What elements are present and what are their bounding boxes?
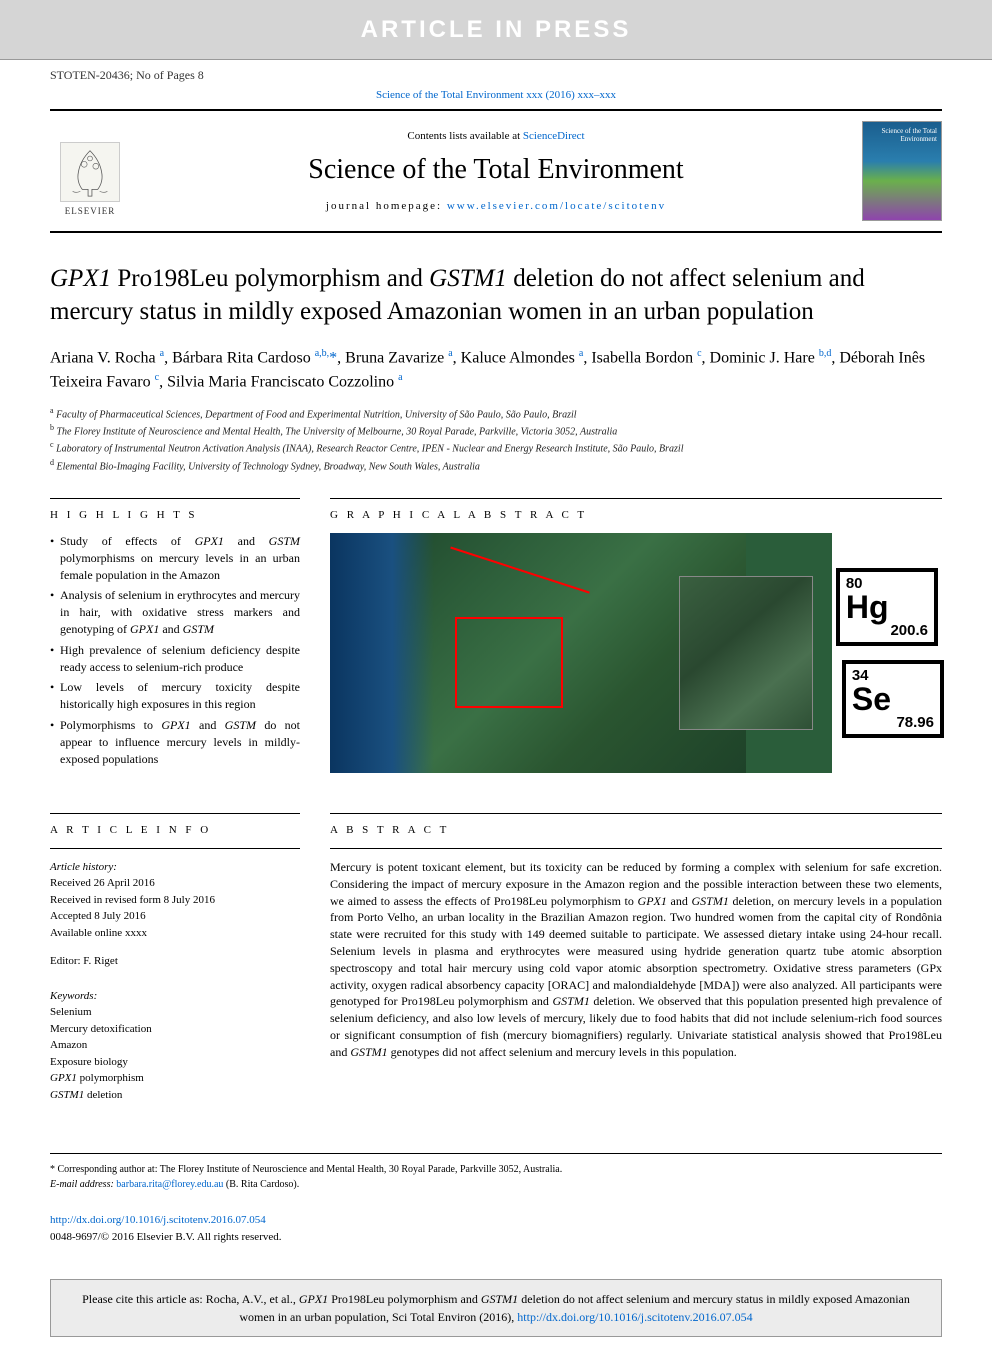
- citation-box: Please cite this article as: Rocha, A.V.…: [50, 1279, 942, 1337]
- journal-header: ELSEVIER Contents lists available at Sci…: [50, 109, 942, 233]
- journal-issue-anchor[interactable]: Science of the Total Environment xxx (20…: [376, 89, 616, 101]
- ga-red-arrow: [450, 547, 589, 594]
- list-item: Analysis of selenium in erythrocytes and…: [50, 587, 300, 637]
- email-label: E-mail address:: [50, 1179, 114, 1190]
- ga-element-tiles: 80 Hg 200.6 34 Se 78.96: [832, 533, 942, 773]
- graphical-abstract-image: 80 Hg 200.6 34 Se 78.96: [330, 533, 942, 773]
- elsevier-label: ELSEVIER: [65, 206, 116, 216]
- homepage-link[interactable]: www.elsevier.com/locate/scitotenv: [447, 200, 666, 212]
- cite-doi-link[interactable]: http://dx.doi.org/10.1016/j.scitotenv.20…: [517, 1310, 752, 1324]
- hg-mass: 200.6: [846, 623, 928, 638]
- elsevier-logo: ELSEVIER: [50, 126, 130, 216]
- hg-element-tile: 80 Hg 200.6: [836, 568, 938, 646]
- graphical-abstract-label: G R A P H I C A L A B S T R A C T: [330, 498, 942, 521]
- abstract-text: Mercury is potent toxicant element, but …: [330, 848, 942, 1061]
- homepage-line: journal homepage: www.elsevier.com/locat…: [130, 200, 862, 212]
- journal-cover-thumbnail: Science of the Total Environment: [862, 121, 942, 221]
- list-item: Low levels of mercury toxicity despite h…: [50, 679, 300, 713]
- doi-block: http://dx.doi.org/10.1016/j.scitotenv.20…: [50, 1212, 942, 1245]
- article-reference: STOTEN-20436; No of Pages 8: [0, 60, 992, 85]
- doi-link[interactable]: http://dx.doi.org/10.1016/j.scitotenv.20…: [50, 1214, 266, 1226]
- email-link[interactable]: barbara.rita@florey.edu.au: [116, 1179, 223, 1190]
- contents-line: Contents lists available at ScienceDirec…: [130, 130, 862, 142]
- affiliations: a Faculty of Pharmaceutical Sciences, De…: [50, 405, 942, 474]
- cover-thumb-text: Science of the Total Environment: [863, 128, 937, 143]
- article-history: Received 26 April 2016Received in revise…: [50, 875, 300, 941]
- abstract-label: A B S T R A C T: [330, 813, 942, 836]
- list-item: Study of effects of GPX1 and GSTM polymo…: [50, 533, 300, 583]
- authors: Ariana V. Rocha a, Bárbara Rita Cardoso …: [50, 346, 942, 395]
- article-title: GPX1 Pro198Leu polymorphism and GSTM1 de…: [50, 263, 942, 328]
- ga-zoom-inset: [679, 576, 814, 730]
- keywords-label: Keywords:: [50, 988, 300, 1005]
- keywords-list: SeleniumMercury detoxificationAmazonExpo…: [50, 1004, 300, 1103]
- highlights-list: Study of effects of GPX1 and GSTM polymo…: [50, 533, 300, 767]
- footer-notes: * Corresponding author at: The Florey In…: [50, 1153, 942, 1245]
- ga-red-box: [455, 617, 563, 708]
- email-line: E-mail address: barbara.rita@florey.edu.…: [50, 1177, 942, 1192]
- list-item: Polymorphisms to GPX1 and GSTM do not ap…: [50, 717, 300, 767]
- journal-issue-link: Science of the Total Environment xxx (20…: [0, 85, 992, 109]
- hg-symbol: Hg: [846, 591, 928, 623]
- se-element-tile: 34 Se 78.96: [842, 660, 944, 738]
- banner-text: ARTICLE IN PRESS: [361, 16, 632, 44]
- elsevier-tree-icon: [60, 142, 120, 202]
- list-item: High prevalence of selenium deficiency d…: [50, 642, 300, 676]
- article-history-label: Article history:: [50, 859, 300, 876]
- email-name: (B. Rita Cardoso).: [226, 1179, 299, 1190]
- journal-header-center: Contents lists available at ScienceDirec…: [130, 130, 862, 212]
- article-info: Article history: Received 26 April 2016R…: [50, 848, 300, 1104]
- contents-prefix: Contents lists available at: [407, 130, 522, 142]
- editor-line: Editor: F. Riget: [50, 953, 300, 970]
- cite-prefix: Please cite this article as: Rocha, A.V.…: [82, 1292, 299, 1306]
- se-mass: 78.96: [852, 715, 934, 730]
- highlights-label: H I G H L I G H T S: [50, 498, 300, 521]
- copyright-text: 0048-9697/© 2016 Elsevier B.V. All right…: [50, 1231, 282, 1243]
- homepage-prefix: journal homepage:: [326, 200, 447, 212]
- journal-name: Science of the Total Environment: [130, 154, 862, 186]
- corr-note-text: Corresponding author at: The Florey Inst…: [58, 1164, 563, 1175]
- corresponding-note: * Corresponding author at: The Florey In…: [50, 1162, 942, 1177]
- sciencedirect-link[interactable]: ScienceDirect: [523, 130, 585, 142]
- article-info-label: A R T I C L E I N F O: [50, 813, 300, 836]
- article-in-press-banner: ARTICLE IN PRESS: [0, 0, 992, 60]
- se-symbol: Se: [852, 683, 934, 715]
